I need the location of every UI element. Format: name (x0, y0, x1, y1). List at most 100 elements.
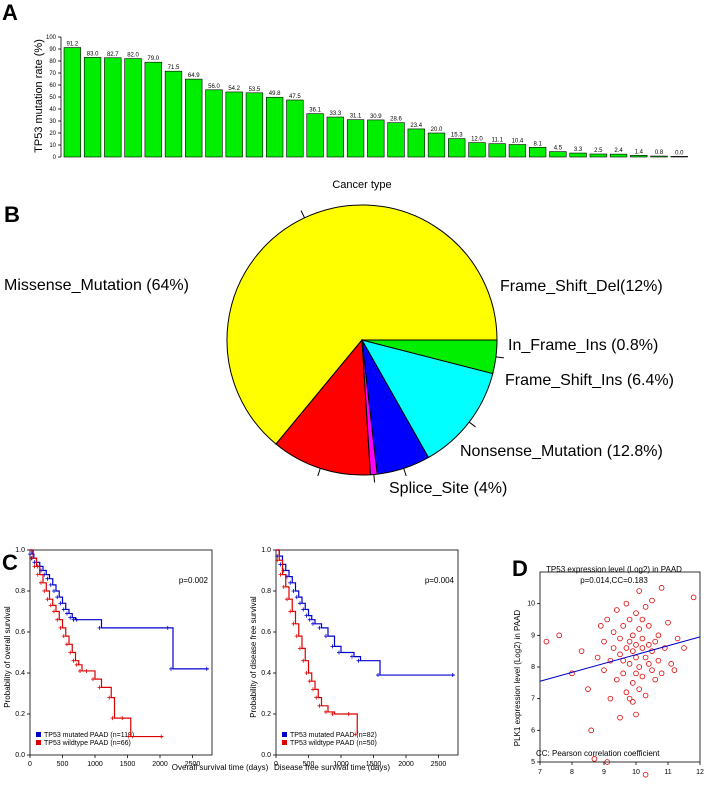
scatter-x-tick-label: 8 (570, 769, 574, 776)
km-legend-swatch (282, 740, 287, 745)
bar-value-label: 30.9 (370, 114, 382, 120)
km-censor-mark (281, 584, 286, 589)
km-censor-mark (169, 666, 173, 671)
km-y-tick-label: 0.8 (261, 588, 271, 595)
scatter-point (629, 648, 636, 654)
bar (387, 122, 405, 158)
km-legend-label: TP53 wildtype PAAD (n=50) (290, 740, 377, 747)
km-censor-mark (97, 625, 102, 630)
pie-label: In_Frame_Ins (0.8%) (508, 337, 658, 354)
scatter-point (623, 645, 630, 651)
bar (225, 91, 243, 158)
scatter-point (594, 654, 601, 661)
km-censor-mark (126, 734, 131, 739)
bar (589, 153, 607, 158)
km2-ylabel: Probability of disease free survival (249, 596, 258, 718)
bar-value-label: 82.0 (127, 53, 139, 59)
km-censor-mark (288, 609, 293, 614)
bar-value-label: 4.5 (554, 146, 563, 152)
bar-value-label: 15.3 (451, 133, 463, 139)
km-x-tick-label: 2000 (152, 761, 168, 768)
km-censor-mark (32, 564, 37, 569)
bar-value-label: 0.8 (655, 150, 664, 156)
scatter-xlabel: TP53 expression level (Log2) in PAAD (546, 565, 682, 574)
scatter-point (601, 638, 607, 645)
scatter-y-tick-label: 9 (531, 632, 535, 639)
km-censor-mark (298, 646, 302, 651)
km-y-tick-label: 0.6 (261, 629, 271, 636)
km-censor-mark (330, 712, 335, 716)
km-censor-mark (304, 613, 309, 618)
bar (670, 156, 688, 158)
bar-value-label: 12.0 (471, 137, 483, 143)
bar (245, 92, 264, 158)
km-censor-mark (65, 611, 69, 616)
bar-value-label: 1.4 (635, 149, 644, 155)
km-censor-mark (314, 695, 319, 700)
km-y-tick-label: 0.4 (261, 670, 271, 677)
bar (650, 155, 668, 158)
scatter-x-tick-label: 12 (696, 769, 704, 776)
bar-value-label: 2.5 (594, 148, 603, 154)
km-censor-mark (110, 716, 115, 721)
km-censor-mark (55, 617, 60, 622)
km-censor-mark (324, 709, 328, 714)
scatter-point (610, 629, 617, 635)
km-y-tick-label: 1.0 (15, 547, 25, 554)
scatter-point (626, 638, 633, 645)
bar-value-label: 49.8 (269, 91, 281, 97)
km-y-tick-label: 0.6 (15, 629, 25, 636)
km-y-tick-label: 0.2 (15, 711, 25, 718)
bar (630, 155, 648, 158)
scatter-point (617, 635, 623, 642)
km-censor-mark (78, 668, 82, 673)
pie-label: Splice_Site (4%) (389, 480, 507, 497)
km-censor-mark (301, 607, 306, 612)
bar-y-tick-label: 50 (49, 95, 56, 101)
bar-value-label: 23.4 (410, 123, 422, 129)
km-censor-mark (52, 589, 56, 593)
bar-y-tick-label: 10 (49, 143, 56, 149)
km-legend-label: TP53 wildtype PAAD (n=66) (44, 740, 131, 747)
scatter-point (578, 648, 585, 654)
scatter-point (661, 645, 668, 651)
pie-label: Frame_Shift_Ins (6.4%) (505, 372, 674, 389)
km-censor-mark (330, 644, 335, 649)
scatter-point (671, 667, 678, 673)
bar-xlabel: Cancer type (332, 179, 391, 191)
km-y-tick-label: 0.2 (261, 711, 271, 718)
bar-y-tick-label: 60 (49, 83, 56, 89)
scatter-point (655, 632, 662, 639)
scatter-point (674, 635, 681, 642)
km-censor-mark (45, 597, 50, 602)
bar-value-label: 71.5 (168, 65, 180, 71)
bar (346, 119, 365, 158)
bar-value-label: 79.0 (147, 56, 159, 62)
km-censor-mark (61, 607, 66, 612)
bar (63, 47, 82, 158)
km-x-tick-label: 1500 (366, 761, 382, 768)
km-censor-mark (107, 695, 112, 700)
km1-pvalue: p=0.002 (179, 576, 209, 585)
pie-chart: Missense_Mutation (64%) Frame_Shift_Del(1… (4, 204, 674, 497)
bar (569, 152, 587, 158)
km-censor-mark (45, 576, 50, 581)
km-censor-mark (204, 666, 209, 671)
km-censor-mark (68, 615, 73, 620)
bar-value-label: 47.5 (289, 94, 301, 100)
scatter-point (620, 623, 626, 629)
scatter-point (626, 661, 633, 667)
km1-xlabel: Overall survival time (days) (172, 763, 269, 772)
scatter-y-tick-label: 6 (531, 727, 535, 734)
bar-value-label: 36.1 (309, 108, 321, 114)
km-curve (276, 549, 358, 735)
scatter-point (681, 645, 687, 651)
scatter-point (543, 638, 550, 645)
km-censor-mark (294, 634, 299, 639)
bar-value-label: 33.3 (329, 111, 341, 117)
bar (205, 89, 223, 158)
km-censor-mark (311, 687, 315, 692)
km-censor-mark (52, 609, 56, 614)
km-censor-mark (32, 560, 37, 565)
km-legend-swatch (36, 732, 41, 737)
